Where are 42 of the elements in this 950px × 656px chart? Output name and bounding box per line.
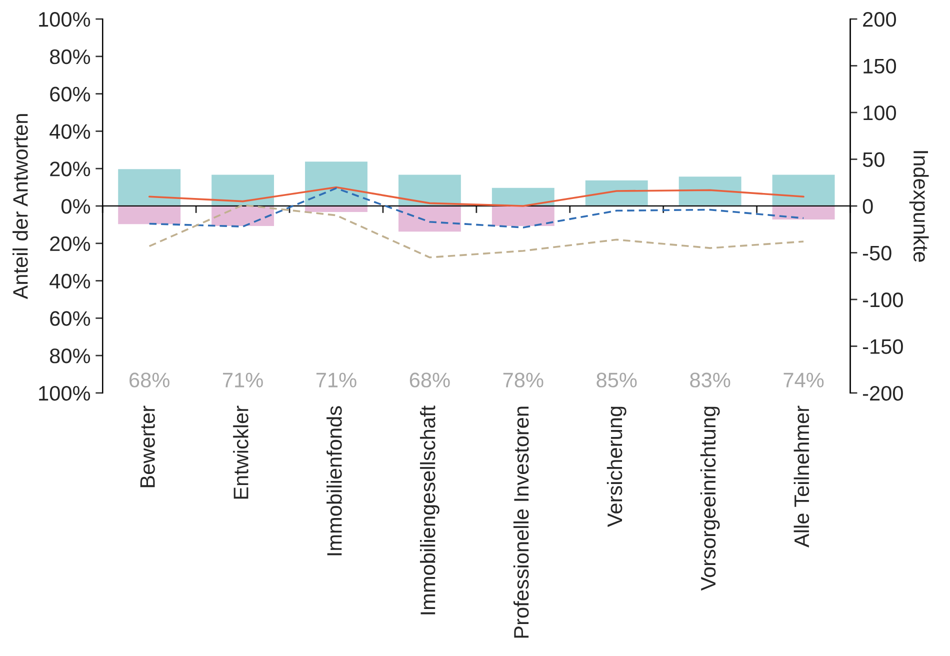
y-axis-title: Anteil der Antworten [12,114,28,300]
x-tick-label: Alle Teilnehmer [794,406,810,548]
y-tick-label: 60% [50,311,90,326]
y-tick-label: 100% [39,12,90,27]
y-tick-label: 20% [50,162,90,176]
x-tick-label: Vorsorgeeinrichtung [700,406,720,591]
y2-tick-label: 150 [864,58,896,74]
y2-tick-label: 50 [862,152,884,167]
y2-axis-title: Indexpunkte [909,151,929,262]
y-tick-label: 20% [50,236,90,252]
annotation: 83% [690,372,730,388]
y-tick-label: 40% [50,124,90,139]
y-tick-label: 0% [62,198,90,214]
y2-tick-label: -100 [862,292,903,308]
y2-tick-label: -200 [862,386,903,401]
y-tick-label: 100% [39,386,90,401]
y2-tick-label: 100 [864,106,896,120]
x-tick-label: Entwickler [233,406,248,499]
y2-tick-label: 0 [862,198,873,214]
line-series [148,204,804,258]
x-tick-label: Immobiliengesellschaft [420,406,440,614]
y-tick-label: 80% [50,348,90,364]
annotation: 71% [316,372,356,388]
y-tick-label: 40% [50,274,90,289]
x-tick-label: Versicherung [606,406,626,527]
y-tick-label: 60% [50,86,90,102]
y2-tick-label: 200 [863,12,896,27]
line-series [148,186,804,207]
annotation: 68% [410,372,450,388]
annotation: 71% [223,372,263,388]
bar [678,176,742,207]
y-tick-label: 80% [50,49,90,64]
x-tick-label: Professionelle Investoren [513,406,529,638]
annotation: 78% [503,372,544,388]
x-tick-label: Bewerter [140,406,155,488]
y2-tick-label: -150 [862,339,903,354]
y2-tick-label: -50 [862,246,892,260]
line-series [148,187,804,228]
annotation: 68% [130,372,170,388]
annotation: 74% [784,372,824,388]
x-tick-label: Immobilienfonds [326,406,342,556]
annotation: 85% [596,372,637,388]
